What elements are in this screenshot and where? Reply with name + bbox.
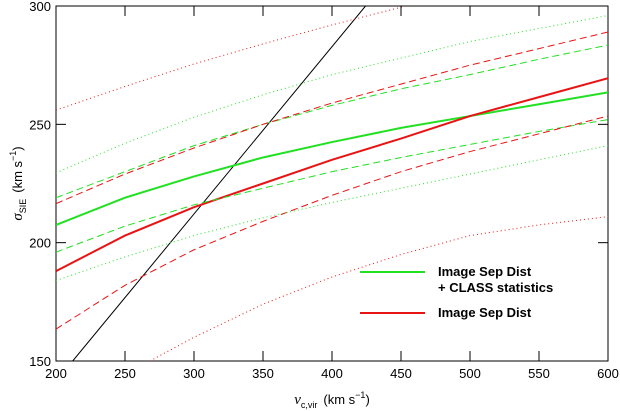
x-axis-label-subscript: c,vir xyxy=(301,400,318,410)
x-tick-label: 550 xyxy=(528,366,550,381)
series-line xyxy=(72,6,366,361)
x-axis-label: vc,vir (km s−1) xyxy=(294,390,370,410)
y-tick-label: 200 xyxy=(29,236,51,251)
x-axis-label-symbol: v xyxy=(294,392,301,408)
series-line xyxy=(56,145,608,282)
series-line xyxy=(56,6,409,111)
x-tick-label: 450 xyxy=(390,366,412,381)
y-axis-label: σSIE (km s−1) xyxy=(8,146,28,220)
y-axis-label-unit: (km s xyxy=(10,160,25,192)
x-tick-label: 250 xyxy=(114,366,136,381)
series-line xyxy=(56,115,608,330)
y-tick-label: 250 xyxy=(29,117,51,132)
x-tick-label: 300 xyxy=(183,366,205,381)
legend-label: Image Sep Dist xyxy=(438,305,532,320)
y-axis-label-close: ) xyxy=(10,146,25,150)
y-axis-label-symbol: σ xyxy=(10,213,26,221)
x-tick-label: 600 xyxy=(597,366,619,381)
legend-label: Image Sep Dist xyxy=(438,264,532,279)
series-line xyxy=(56,31,608,205)
series-line xyxy=(56,14,608,174)
series-line xyxy=(56,44,608,199)
x-tick-label: 350 xyxy=(252,366,274,381)
x-tick-label: 200 xyxy=(45,366,67,381)
x-axis-label-unit: (km s xyxy=(323,392,355,407)
plot-lines xyxy=(56,6,608,361)
legend-label: + CLASS statistics xyxy=(438,280,553,295)
series-line xyxy=(56,77,608,272)
y-tick-label: 150 xyxy=(29,354,51,369)
x-axis-label-close: ) xyxy=(365,392,369,407)
series-line xyxy=(56,91,608,226)
x-axis-label-exponent: −1 xyxy=(355,390,365,400)
series-line xyxy=(56,119,608,253)
y-tick-label: 300 xyxy=(29,0,51,14)
y-axis-label-exponent: −1 xyxy=(8,151,18,161)
x-tick-label: 500 xyxy=(459,366,481,381)
y-axis-label-subscript: SIE xyxy=(18,199,28,214)
x-tick-label: 400 xyxy=(321,366,343,381)
